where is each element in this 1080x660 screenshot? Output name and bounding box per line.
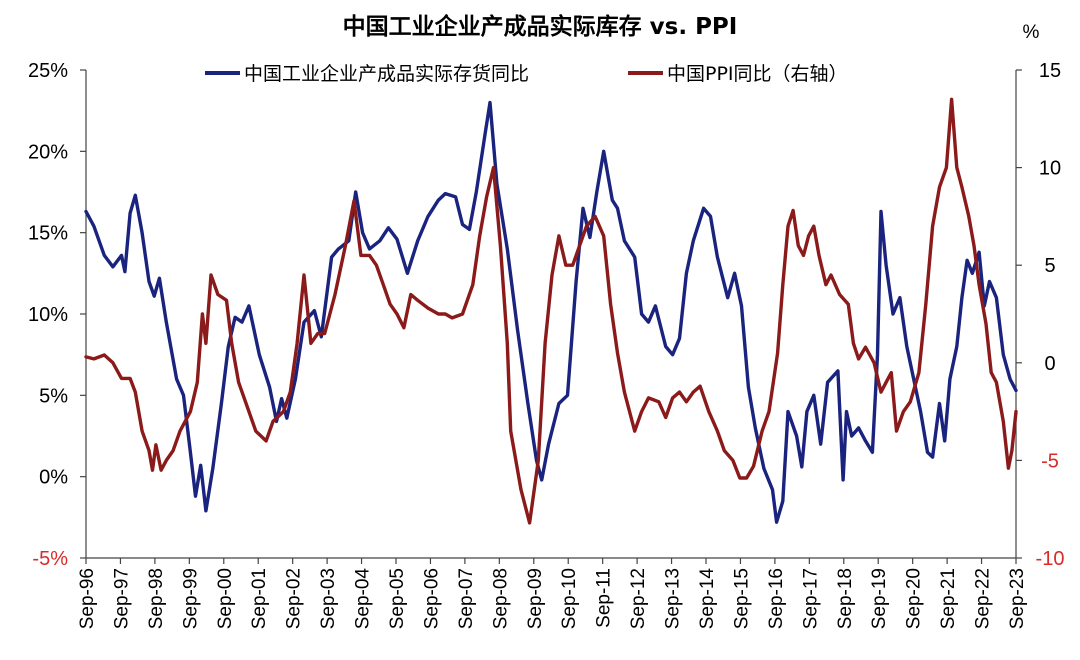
x-tick-label: Sep-20 xyxy=(904,568,925,629)
right-axis-unit: % xyxy=(1023,22,1040,43)
right-tick-label: 10 xyxy=(1039,158,1061,180)
right-tick-label: -10 xyxy=(1036,548,1065,570)
x-tick-label: Sep-99 xyxy=(180,568,201,629)
series-line-ppi xyxy=(84,97,1018,525)
right-tick-label: 0 xyxy=(1044,353,1055,375)
x-tick-label: Sep-15 xyxy=(731,568,752,629)
x-tick-label: Sep-16 xyxy=(766,568,787,629)
x-tick-label: Sep-19 xyxy=(869,568,890,629)
x-tick-label: Sep-06 xyxy=(421,568,442,629)
x-tick-label: Sep-14 xyxy=(697,568,718,630)
x-tick-label: Sep-04 xyxy=(353,568,374,630)
plot-area xyxy=(84,97,1018,525)
x-tick-label: Sep-12 xyxy=(628,568,649,629)
x-tick-label: Sep-10 xyxy=(559,568,580,629)
x-axis-ticks: Sep-96 Sep-97 Sep-98 Sep-99 Sep-00 Sep-01 Sep-… xyxy=(77,558,1028,629)
x-tick-label: Sep-02 xyxy=(284,568,305,629)
x-tick-label: Sep-11 xyxy=(594,568,615,628)
legend-label-inventory: 中国工业企业产成品实际存货同比 xyxy=(244,63,529,85)
x-tick-label: Sep-22 xyxy=(973,568,994,629)
axes: 25% 20% 15% 10% 5% 0% -5% 15 10 5 0 -5 -10 xyxy=(28,60,1064,570)
left-tick-label: 15% xyxy=(28,223,68,245)
right-tick-label: 15 xyxy=(1039,60,1061,82)
x-tick-label: Sep-98 xyxy=(146,568,167,629)
x-tick-label: Sep-00 xyxy=(215,568,236,629)
left-tick-label: 20% xyxy=(28,141,68,163)
x-tick-label: Sep-18 xyxy=(835,568,856,629)
legend-label-ppi: 中国PPI同比（右轴） xyxy=(667,63,848,85)
x-tick-label: Sep-03 xyxy=(318,568,339,629)
right-tick-label: 5 xyxy=(1044,255,1055,277)
x-tick-label: Sep-17 xyxy=(800,568,821,629)
left-tick-label: -5% xyxy=(32,548,68,570)
x-tick-label: Sep-13 xyxy=(663,568,684,629)
left-tick-label: 25% xyxy=(28,60,68,82)
x-tick-label: Sep-07 xyxy=(456,568,477,629)
x-tick-label: Sep-97 xyxy=(111,568,132,629)
x-tick-label: Sep-01 xyxy=(249,568,270,629)
legend: 中国工业企业产成品实际存货同比 中国PPI同比（右轴） xyxy=(205,63,848,85)
chart-title: 中国工业企业产成品实际库存 vs. PPI xyxy=(343,13,738,40)
x-tick-label: Sep-05 xyxy=(387,568,408,629)
x-tick-label: Sep-21 xyxy=(938,568,959,629)
left-tick-label: 10% xyxy=(28,304,68,326)
x-tick-label: Sep-08 xyxy=(490,568,511,629)
series-line-inventory xyxy=(84,100,1018,524)
right-tick-label: -5 xyxy=(1041,450,1059,472)
left-tick-label: 0% xyxy=(39,467,68,489)
x-tick-label: Sep-23 xyxy=(1007,568,1028,629)
x-tick-label: Sep-09 xyxy=(525,568,546,629)
left-tick-label: 5% xyxy=(39,385,68,407)
x-tick-label: Sep-96 xyxy=(77,568,98,629)
